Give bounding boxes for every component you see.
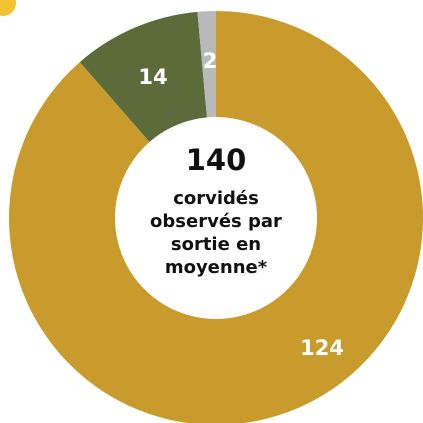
center-line: moyenne* [165, 257, 268, 278]
decor-dot [0, 0, 16, 16]
segment-label: 2 [203, 49, 218, 73]
center-line: corvidés [173, 188, 259, 209]
center-total: 140 [186, 143, 247, 177]
center-line: observés par [150, 211, 282, 232]
segment-label: 124 [300, 336, 344, 360]
center-line: sortie en [171, 234, 261, 255]
donut-hole [115, 117, 317, 319]
segment-label: 14 [138, 65, 167, 89]
donut-segment [9, 11, 423, 423]
